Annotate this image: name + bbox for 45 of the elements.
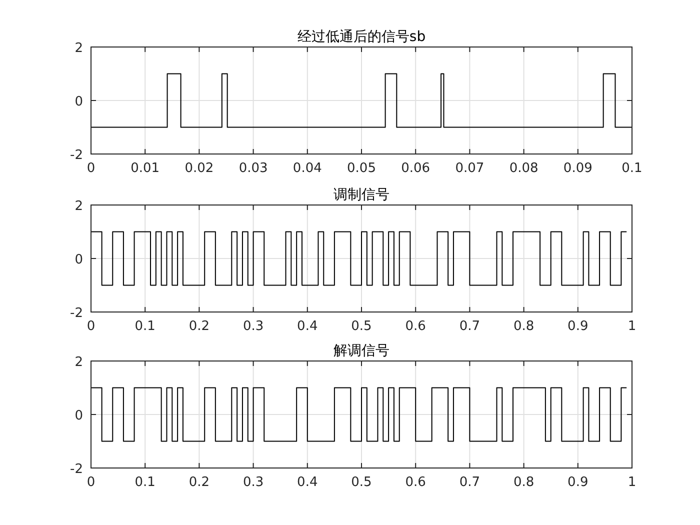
x-tick-label: 0.4 <box>297 319 318 334</box>
x-tick-label: 0.1 <box>134 319 156 334</box>
x-tick-label: 0.4 <box>297 475 318 490</box>
x-tick-label: 0.1 <box>134 475 156 490</box>
x-tick-label: 0 <box>86 319 96 334</box>
x-tick-label: 0.03 <box>238 161 268 176</box>
x-tick-label: 0.04 <box>292 161 322 176</box>
x-tick-label: 0 <box>86 161 96 176</box>
x-tick-label: 0.8 <box>513 319 534 334</box>
y-tick-label: 2 <box>74 355 83 370</box>
x-tick-label: 0.6 <box>405 475 426 490</box>
x-tick-label: 0.5 <box>351 475 372 490</box>
y-tick-label: -2 <box>70 306 83 321</box>
x-tick-label: 0.9 <box>568 475 588 490</box>
x-tick-label: 0.3 <box>242 319 264 334</box>
x-tick-label: 0 <box>86 475 96 490</box>
chart-title: 解调信号 <box>334 343 390 359</box>
x-tick-label: 0.02 <box>184 161 214 176</box>
x-tick-label: 0.08 <box>509 161 538 176</box>
x-tick-label: 0.3 <box>242 475 264 490</box>
x-tick-label: 0.01 <box>130 161 160 176</box>
x-tick-label: 0.2 <box>188 319 210 334</box>
y-tick-label: 0 <box>74 94 83 110</box>
x-tick-label: 0.9 <box>568 319 588 334</box>
chart-title: 调制信号 <box>334 187 390 203</box>
x-tick-label: 1 <box>628 319 636 334</box>
y-tick-label: -2 <box>70 462 83 477</box>
x-tick-label: 0.1 <box>622 161 642 176</box>
x-tick-label: 1 <box>628 475 636 490</box>
y-tick-label: 0 <box>74 408 83 424</box>
chart-title: 经过低通后的信号sb <box>297 29 426 45</box>
y-tick-label: 2 <box>74 199 83 214</box>
y-tick-label: -2 <box>70 148 83 163</box>
y-tick-label: 2 <box>74 41 83 56</box>
x-tick-label: 0.09 <box>563 161 592 176</box>
x-tick-label: 0.7 <box>459 319 480 334</box>
x-tick-label: 0.5 <box>351 319 372 334</box>
x-tick-label: 0.8 <box>513 475 534 490</box>
x-tick-label: 0.6 <box>405 319 426 334</box>
x-tick-label: 0.06 <box>401 161 430 176</box>
x-tick-label: 0.07 <box>455 161 484 176</box>
y-tick-label: 0 <box>74 252 83 268</box>
x-tick-label: 0.05 <box>347 161 376 176</box>
x-tick-label: 0.2 <box>188 475 210 490</box>
x-tick-label: 0.7 <box>459 475 480 490</box>
